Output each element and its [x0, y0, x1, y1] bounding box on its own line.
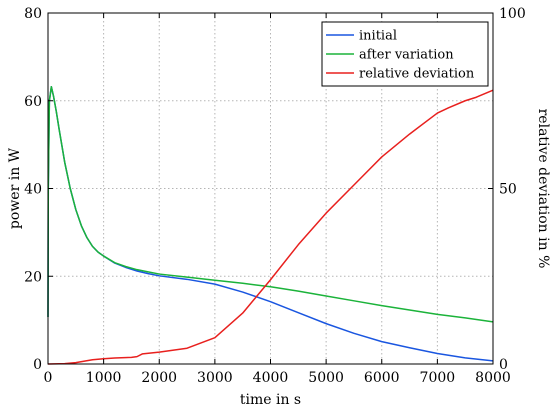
x-tick-label: 0: [44, 370, 53, 386]
relative-deviation-series-line: [47, 89, 494, 365]
y-tick-label: 0: [33, 357, 42, 373]
legend-item-relative-deviation: relative deviation: [359, 67, 475, 82]
y-tick-label: 80: [24, 6, 42, 22]
y-tick-label: 60: [24, 94, 42, 110]
x-tick-label: 2000: [141, 370, 177, 386]
y2-tick-label: 100: [499, 6, 526, 22]
initial-series-line: [47, 85, 494, 362]
x-tick-label: 8000: [475, 370, 511, 386]
series-layer: [47, 85, 494, 365]
y-tick-label: 40: [24, 182, 42, 198]
x-axis-label: time in s: [240, 392, 301, 408]
ticks: 0 1000 2000 3000 4000 5000 6000 7000 80000204060…: [24, 6, 526, 386]
y-axis-label: power in W: [7, 147, 23, 229]
x-tick-label: 1000: [86, 370, 122, 386]
legend-item-initial: initial: [359, 29, 397, 44]
after-variation-series-line: [47, 85, 494, 323]
y2-tick-label: 50: [499, 182, 517, 198]
y2-tick-label: 0: [499, 357, 508, 373]
x-tick-label: 7000: [420, 370, 456, 386]
legend: initial after variation relative deviation: [321, 21, 489, 87]
y2-axis-label: relative deviation in %: [535, 109, 550, 269]
x-tick-label: 4000: [253, 370, 289, 386]
x-tick-label: 3000: [197, 370, 233, 386]
legend-item-after-variation: after variation: [359, 48, 454, 63]
x-tick-label: 5000: [308, 370, 344, 386]
x-tick-label: 6000: [364, 370, 400, 386]
y-tick-label: 20: [24, 269, 42, 285]
